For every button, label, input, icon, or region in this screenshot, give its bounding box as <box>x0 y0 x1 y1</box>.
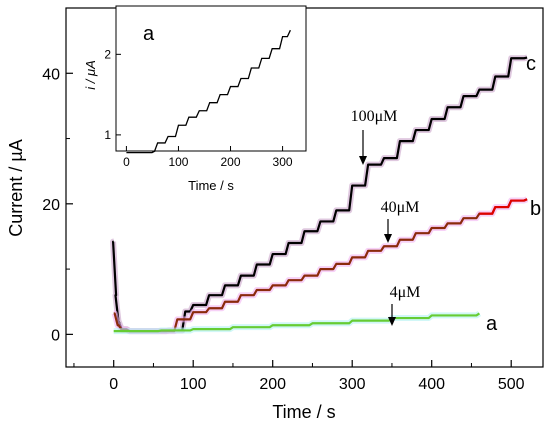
x-tick-label-5: 500 <box>498 376 525 393</box>
y-tick-label-0: 0 <box>51 327 60 344</box>
inset-x-tick-label-2: 200 <box>221 155 241 169</box>
inset-y-axis-title: i / μA <box>83 60 98 90</box>
series-a-line <box>113 312 481 333</box>
curve-label-a: a <box>486 313 498 335</box>
curve-label-b: b <box>530 198 541 220</box>
y-tick-label-2: 40 <box>42 66 60 83</box>
annotation-100uM: 100μM <box>351 108 398 165</box>
inset-x-tick-label-3: 300 <box>273 155 293 169</box>
inset-y-tick-label-0: 1 <box>104 128 111 142</box>
annotation-100uM-arrowhead <box>359 156 367 165</box>
x-axis-title: Time / s <box>272 402 335 422</box>
inset-x-tick-label-1: 100 <box>168 155 188 169</box>
x-tick-label-1: 100 <box>180 376 207 393</box>
x-tick-label-3: 300 <box>339 376 366 393</box>
x-tick-label-0: 0 <box>109 376 118 393</box>
curve-label-c: c <box>526 53 536 75</box>
inset-series-line <box>126 29 291 154</box>
x-tick-label-4: 400 <box>418 376 445 393</box>
inset-x-tick-label-0: 0 <box>123 155 130 169</box>
annotation-4uM-label: 4μM <box>390 284 421 301</box>
y-axis-title: Current / µA <box>6 139 26 236</box>
inset-axis-ticks: 0 100 200 300 1 2 <box>104 47 293 169</box>
annotation-4uM: 4μM <box>388 284 420 326</box>
annotation-40uM-arrowhead <box>384 234 392 243</box>
series-b-line-end <box>479 198 528 215</box>
inset-y-tick-label-1: 2 <box>104 47 111 61</box>
annotation-100uM-label: 100μM <box>351 108 398 125</box>
inset-chart: 0 100 200 300 1 2 a Time / s i / μA <box>83 5 307 193</box>
main-series-group <box>110 54 529 335</box>
x-tick-label-2: 200 <box>259 376 286 393</box>
series-a-halo <box>113 310 482 335</box>
annotation-40uM: 40μM <box>381 199 420 243</box>
annotation-40uM-label: 40μM <box>381 199 420 216</box>
inset-x-axis-title: Time / s <box>188 178 234 193</box>
inset-series-group <box>126 29 291 154</box>
inset-plot-frame <box>115 5 307 152</box>
inset-title: a <box>143 23 155 45</box>
annotation-4uM-arrowhead <box>388 317 396 326</box>
y-tick-label-1: 20 <box>42 197 60 214</box>
